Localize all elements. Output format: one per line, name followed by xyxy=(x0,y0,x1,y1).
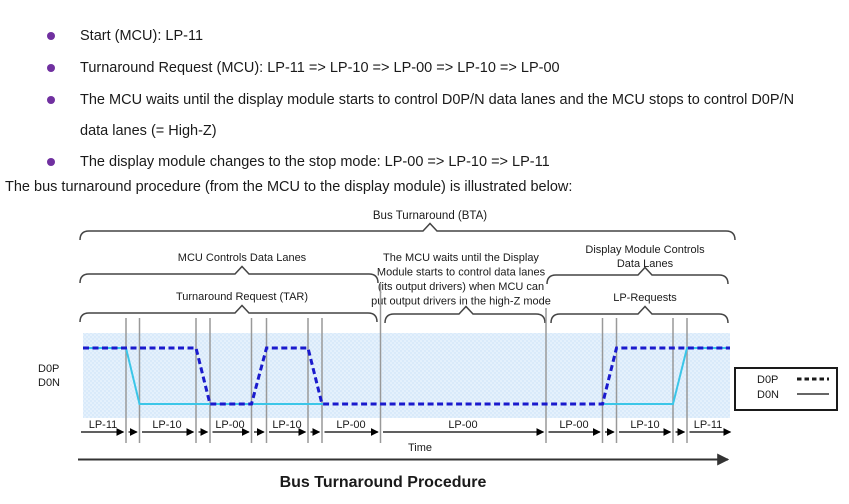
lp-state: LP-10 xyxy=(152,419,181,431)
bta-brace xyxy=(79,222,736,241)
display-controls-label-1: Display Module Controls xyxy=(585,244,705,256)
lp-requests-brace xyxy=(550,305,729,324)
list-item: The MCU waits until the display module s… xyxy=(0,85,817,147)
list-item: Turnaround Request (MCU): LP-11 => LP-10… xyxy=(0,53,560,84)
bullet-icon xyxy=(47,96,55,104)
lp-state: LP-11 xyxy=(694,419,723,431)
dop-axis-label: D0P xyxy=(38,363,59,375)
lp-state: LP-10 xyxy=(272,419,301,431)
mcu-controls-label: MCU Controls Data Lanes xyxy=(178,252,307,264)
lp-requests-label: LP-Requests xyxy=(613,292,677,304)
list-item: Start (MCU): LP-11 xyxy=(0,21,203,52)
bullet-text: Turnaround Request (MCU): LP-11 => LP-10… xyxy=(80,60,560,76)
intro-text: The bus turnaround procedure (from the M… xyxy=(5,179,573,195)
diagram-title: Bus Turnaround (BTA) xyxy=(373,210,487,222)
lp-state: LP-00 xyxy=(559,419,588,431)
tar-brace xyxy=(79,304,378,323)
legend: D0P D0N xyxy=(734,367,838,411)
wait-note-line3: (its output drivers) when MCU can xyxy=(378,281,544,293)
lp-state: LP-00 xyxy=(336,419,365,431)
mcu-controls-brace xyxy=(79,265,379,284)
figure-caption: Bus Turnaround Procedure xyxy=(280,474,487,491)
legend-don-label: D0N xyxy=(757,389,779,401)
lp-state: LP-00 xyxy=(448,419,477,431)
bullet-icon xyxy=(47,158,55,166)
transition-dividers xyxy=(125,283,688,443)
don-axis-label: D0N xyxy=(38,377,60,389)
wait-note-line1: The MCU waits until the Display xyxy=(383,252,539,264)
wait-note-line4: put output drivers in the high-Z mode xyxy=(371,296,551,308)
lp-state-labels: LP-11 LP-10 LP-00 LP-10 LP-00 LP-00 LP-0… xyxy=(89,419,723,431)
lp-band xyxy=(83,333,730,418)
bullet-text: The MCU waits until the display module s… xyxy=(80,92,795,139)
bullet-text: The display module changes to the stop m… xyxy=(80,154,550,170)
lp-state: LP-11 xyxy=(89,419,118,431)
tar-label: Turnaround Request (TAR) xyxy=(176,291,308,303)
lp-state: LP-00 xyxy=(215,419,244,431)
wait-note-line2: Module starts to control data lanes xyxy=(377,267,546,279)
legend-dop-label: D0P xyxy=(757,374,778,386)
bullet-icon xyxy=(47,32,55,40)
list-item: The display module changes to the stop m… xyxy=(0,147,550,178)
wait-brace xyxy=(384,305,546,324)
lp-state: LP-10 xyxy=(630,419,659,431)
time-axis-label: Time xyxy=(408,442,432,454)
bullet-icon xyxy=(47,64,55,72)
display-controls-brace xyxy=(546,266,729,285)
dop-waveform xyxy=(83,346,730,406)
display-controls-label-2: Data Lanes xyxy=(617,258,674,270)
bullet-text: Start (MCU): LP-11 xyxy=(80,28,204,44)
